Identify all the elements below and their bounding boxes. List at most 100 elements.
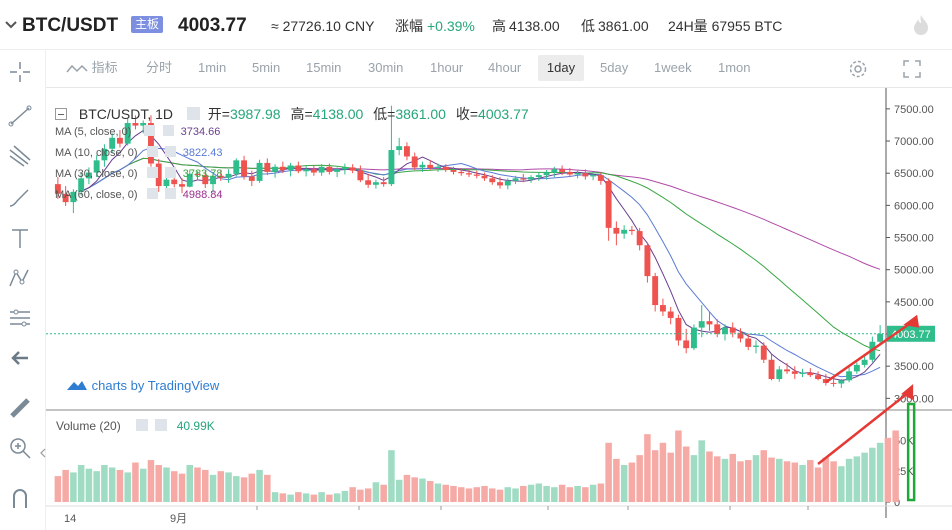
interval-1week[interactable]: 1week bbox=[654, 60, 692, 75]
trend-line-icon[interactable] bbox=[6, 102, 34, 130]
collapse-icon[interactable] bbox=[55, 108, 67, 120]
ma30-value: 3783.78 bbox=[182, 168, 223, 180]
legend-remove-icon[interactable] bbox=[162, 125, 174, 136]
volume-bar bbox=[822, 457, 830, 502]
annotation-arrowhead-lower bbox=[901, 384, 914, 400]
legend-toggle-icon[interactable] bbox=[146, 188, 158, 199]
volume-bar bbox=[659, 442, 667, 502]
low-value-legend: 3861.00 bbox=[395, 106, 446, 122]
interval-1hour[interactable]: 1hour bbox=[430, 60, 464, 75]
interval-4hour[interactable]: 4hour bbox=[488, 60, 522, 75]
volume-bar bbox=[628, 462, 636, 502]
volume-bar bbox=[597, 483, 605, 502]
pair-title[interactable]: BTC/USDT bbox=[22, 15, 119, 36]
interval-1mon[interactable]: 1mon bbox=[718, 60, 751, 75]
legend-remove-icon[interactable] bbox=[164, 146, 176, 157]
interval-15min[interactable]: 15min bbox=[306, 60, 342, 75]
legend-toggle-icon[interactable] bbox=[144, 125, 156, 136]
interval-5min[interactable]: 5min bbox=[252, 60, 281, 75]
interval-1day[interactable]: 1day bbox=[538, 55, 584, 81]
candle-body bbox=[628, 229, 635, 232]
current-price-label: 4003.77 bbox=[891, 329, 931, 341]
volume-bar bbox=[124, 472, 131, 502]
candle-body bbox=[427, 164, 434, 169]
volume-bar bbox=[744, 460, 752, 502]
candle-body bbox=[559, 169, 566, 172]
high-label-legend: 高= bbox=[290, 106, 313, 122]
legend-remove-icon[interactable] bbox=[155, 419, 168, 431]
volume-bar bbox=[209, 474, 217, 502]
fullscreen-icon[interactable] bbox=[898, 55, 926, 81]
volume-bar bbox=[527, 484, 535, 502]
volume-bar bbox=[403, 474, 411, 502]
candle-body bbox=[194, 173, 201, 176]
measure-icon[interactable] bbox=[6, 304, 34, 332]
candle-body bbox=[419, 164, 426, 168]
volume-bar bbox=[178, 473, 186, 502]
candle-body bbox=[403, 146, 410, 157]
low-label-legend: 低= bbox=[373, 106, 396, 122]
gear-icon[interactable] bbox=[844, 55, 872, 81]
candle-body bbox=[877, 333, 884, 342]
brush-icon[interactable] bbox=[6, 184, 34, 212]
interval-timeline[interactable]: 分时 bbox=[146, 60, 173, 75]
ruler-icon[interactable] bbox=[6, 394, 34, 422]
expand-chevron-icon[interactable] bbox=[40, 448, 46, 458]
indicator-button[interactable]: 指标 bbox=[62, 55, 122, 81]
candle-body bbox=[768, 359, 775, 380]
candle-body bbox=[256, 162, 263, 181]
back-arrow-icon[interactable] bbox=[6, 344, 34, 372]
volume-label: Volume (20) bbox=[56, 419, 121, 433]
legend-settings-icon[interactable] bbox=[186, 107, 200, 120]
magnet-icon[interactable] bbox=[6, 484, 34, 512]
candle-body bbox=[310, 169, 317, 173]
volume-bar bbox=[279, 493, 287, 502]
candle-body bbox=[683, 340, 690, 349]
volume-bar bbox=[814, 467, 822, 502]
legend-toggle-icon[interactable] bbox=[146, 167, 158, 178]
candle-body bbox=[163, 179, 170, 187]
price-tick-label: 5000.00 bbox=[894, 265, 934, 277]
text-icon[interactable] bbox=[6, 224, 34, 252]
volume-bar bbox=[845, 458, 853, 502]
volume-bar bbox=[108, 467, 116, 502]
pattern-icon[interactable] bbox=[6, 264, 34, 292]
crosshair-icon[interactable] bbox=[6, 58, 34, 86]
interval-1min[interactable]: 1min bbox=[198, 60, 227, 75]
volume-bar bbox=[388, 450, 395, 502]
volume-bar bbox=[589, 484, 597, 502]
volume-bar bbox=[240, 477, 248, 502]
volume-bar bbox=[690, 455, 698, 502]
chevron-down-icon[interactable] bbox=[4, 0, 18, 50]
candle-body bbox=[566, 171, 573, 175]
pitchfork-icon[interactable] bbox=[6, 142, 34, 170]
volume-bar bbox=[419, 478, 426, 502]
interval-5day[interactable]: 5day bbox=[600, 60, 629, 75]
candle-body bbox=[225, 173, 232, 178]
legend-toggle-icon[interactable] bbox=[136, 419, 149, 431]
volume-bar bbox=[163, 467, 170, 502]
tradingview-watermark[interactable]: charts by TradingView bbox=[66, 378, 219, 393]
volume-legend-row[interactable]: Volume (20) 40.99K bbox=[56, 419, 215, 433]
legend-remove-icon[interactable] bbox=[164, 188, 176, 199]
legend-toggle-icon[interactable] bbox=[146, 146, 158, 157]
flame-icon[interactable] bbox=[912, 0, 930, 50]
ma10-row[interactable]: MA (10, close, 0) 3822.43 bbox=[55, 146, 223, 159]
last-price: 4003.77 bbox=[178, 15, 247, 36]
interval-30min[interactable]: 30min bbox=[368, 60, 404, 75]
ma30-row[interactable]: MA (30, close, 0) 3783.78 bbox=[55, 167, 223, 180]
volume-bar bbox=[807, 460, 814, 502]
candle-body bbox=[217, 175, 224, 178]
volume-bar bbox=[644, 434, 651, 502]
candle-body bbox=[520, 178, 527, 180]
ma60-row[interactable]: MA (60, close, 0) 4988.84 bbox=[55, 188, 223, 201]
close-label-legend: 收= bbox=[455, 106, 479, 122]
legend-remove-icon[interactable] bbox=[164, 167, 176, 178]
ma5-row[interactable]: MA (5, close, 0) 3734.66 bbox=[55, 125, 220, 138]
candle-body bbox=[791, 371, 798, 374]
volume-bar bbox=[326, 494, 333, 502]
zoom-icon[interactable] bbox=[6, 434, 34, 462]
candle-body bbox=[605, 180, 612, 228]
volume-bar bbox=[411, 477, 418, 502]
price-chart[interactable]: 3000.003500.004000.004500.005000.005500.… bbox=[46, 88, 952, 530]
